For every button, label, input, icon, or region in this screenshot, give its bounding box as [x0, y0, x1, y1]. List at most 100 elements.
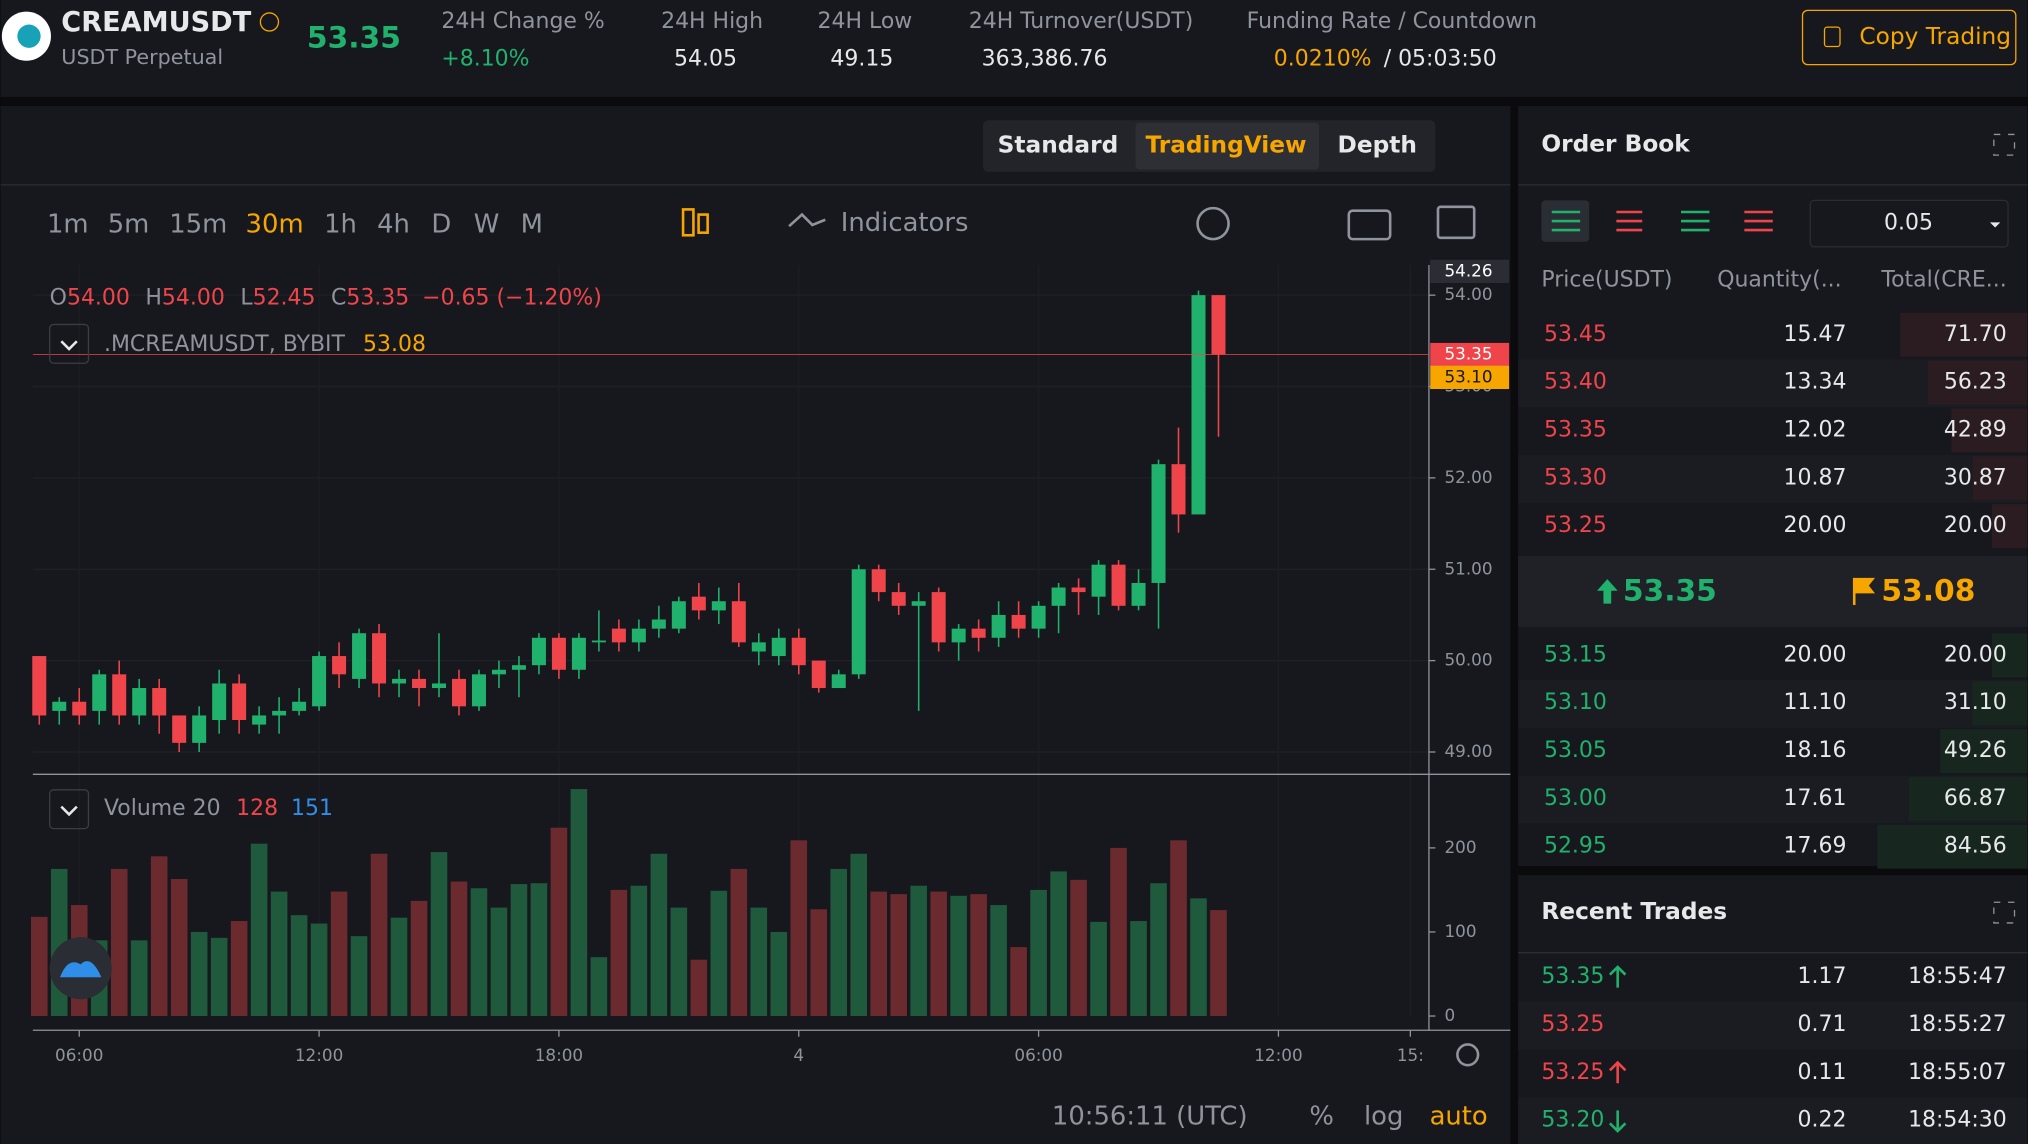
volume-bar — [1110, 847, 1127, 1017]
price[interactable]: 53.15 — [1544, 642, 1607, 667]
candle-body — [591, 640, 606, 643]
volume-bar — [550, 827, 568, 1017]
price[interactable]: 53.40 — [1544, 370, 1607, 395]
chart-tab[interactable]: TradingView — [1145, 132, 1306, 159]
volume-bar — [670, 907, 688, 1017]
auto-toggle[interactable]: auto — [1430, 1101, 1488, 1131]
info-icon[interactable] — [259, 12, 280, 32]
price[interactable]: 53.45 — [1544, 322, 1607, 347]
interval[interactable]: 5m — [108, 209, 150, 239]
copy-trading-button[interactable] — [1801, 9, 2017, 66]
candle-type-icon — [697, 213, 709, 234]
depth-bar — [1972, 456, 2028, 501]
price[interactable]: 53.00 — [1544, 786, 1607, 811]
view-icon[interactable] — [1681, 210, 1710, 232]
y-tick-label: 54.00 — [1444, 284, 1492, 304]
interval[interactable]: 1m — [47, 209, 89, 239]
candle-body — [1111, 564, 1126, 606]
candle-body — [172, 715, 187, 743]
volume-bar — [30, 916, 48, 1017]
candle-body — [232, 683, 247, 721]
interval[interactable]: 30m — [246, 209, 304, 239]
y-tick-label: 51.00 — [1444, 558, 1492, 578]
candle-body — [931, 592, 946, 643]
price[interactable]: 53.10 — [1544, 690, 1607, 715]
quantity: 15.47 — [1784, 322, 1847, 347]
ohlc-change: −0.65 (−1.20%) — [422, 286, 602, 311]
layout-icon[interactable] — [1436, 205, 1476, 240]
candle-body — [611, 628, 626, 643]
candle-body — [432, 683, 446, 689]
precision-value[interactable]: 0.05 — [1884, 211, 1933, 236]
camera-icon[interactable] — [1347, 209, 1392, 241]
countdown: / 05:03:50 — [1384, 46, 1497, 71]
interval[interactable]: 4h — [377, 209, 410, 239]
candle-body — [831, 674, 846, 689]
depth-bar — [1908, 776, 2028, 821]
view-icon[interactable] — [1744, 210, 1773, 232]
candle-type-icon[interactable] — [681, 208, 695, 237]
interval[interactable]: D — [431, 209, 451, 239]
collapse-button[interactable] — [49, 789, 90, 830]
precision-select[interactable] — [1809, 199, 2009, 248]
volume-bar — [470, 888, 488, 1017]
price[interactable]: 53.30 — [1544, 465, 1607, 490]
symbol[interactable]: CREAMUSDT — [61, 7, 251, 38]
volume-bar — [930, 891, 947, 1017]
dropdown-caret — [1989, 222, 2001, 228]
volume-bar — [690, 959, 708, 1017]
candle-body — [711, 601, 726, 611]
indicators-button[interactable]: Indicators — [841, 208, 969, 238]
depth-bar — [1951, 408, 2028, 453]
candle-body — [971, 628, 986, 638]
watermark-mark — [60, 961, 102, 978]
candle-body — [1051, 587, 1066, 606]
candle-body — [811, 660, 826, 689]
candle-body — [1031, 605, 1046, 629]
percent-toggle[interactable]: % — [1309, 1101, 1334, 1131]
log-toggle[interactable]: log — [1364, 1101, 1403, 1131]
interval[interactable]: 1h — [324, 209, 357, 239]
trade-price: 53.25 — [1541, 1060, 1604, 1085]
interval[interactable]: M — [521, 209, 543, 239]
volume-bar — [310, 923, 328, 1017]
stat-value: +8.10% — [441, 46, 529, 71]
stat-label: 24H Change % — [441, 9, 604, 34]
volume-bar — [290, 915, 308, 1017]
copy-trading-label[interactable]: Copy Trading — [1859, 23, 2011, 50]
price[interactable]: 53.35 — [1544, 417, 1607, 442]
interval[interactable]: 15m — [169, 209, 227, 239]
order-book-title: Order Book — [1541, 130, 1690, 157]
view-icon[interactable] — [1616, 210, 1643, 232]
price[interactable]: 53.05 — [1544, 738, 1607, 763]
expand-icon[interactable] — [1993, 901, 2016, 924]
ohlc-legend: O54.00 H54.00 L52.45 C53.35 −0.65 (−1.20%) — [50, 286, 602, 311]
collapse-button[interactable] — [49, 323, 90, 364]
depth-bar — [1991, 633, 2028, 678]
trade-time: 18:55:47 — [1908, 964, 2007, 989]
price[interactable]: 53.25 — [1544, 513, 1607, 538]
volume-bar — [970, 894, 987, 1017]
candle-body — [651, 619, 666, 629]
mark-flag — [1852, 577, 1876, 605]
candle-body — [491, 669, 506, 675]
axis-settings[interactable] — [1456, 1043, 1480, 1067]
chart-tab[interactable]: Standard — [998, 132, 1119, 159]
volume-title: Volume 20 — [104, 796, 221, 821]
interval[interactable]: W — [474, 209, 500, 239]
total: 49.26 — [1944, 738, 2007, 763]
price-tag — [1430, 342, 1510, 367]
chart-tab[interactable]: Depth — [1338, 132, 1417, 159]
candle-body — [272, 710, 287, 716]
expand-icon[interactable] — [1993, 133, 2016, 156]
candle-body — [631, 628, 646, 643]
volume-bar — [790, 840, 808, 1017]
volume-bar — [330, 891, 348, 1017]
volume-bar — [430, 852, 448, 1017]
candle-body — [312, 656, 327, 707]
price[interactable]: 52.95 — [1544, 834, 1607, 859]
trade-arrow — [1609, 965, 1627, 988]
copy-icon — [1823, 26, 1841, 48]
settings-icon[interactable] — [1196, 206, 1230, 241]
